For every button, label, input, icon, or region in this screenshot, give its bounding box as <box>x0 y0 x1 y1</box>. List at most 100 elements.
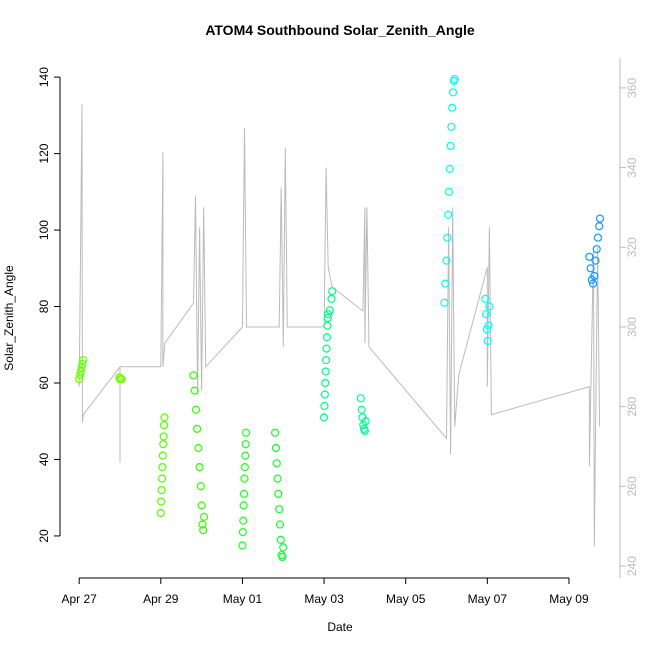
point <box>588 279 598 288</box>
y2-tick-label: 320 <box>625 237 639 257</box>
point <box>240 474 249 483</box>
line-series <box>78 103 601 547</box>
point <box>156 508 165 518</box>
point <box>443 233 452 242</box>
point <box>444 187 454 196</box>
y2-tick-label: 280 <box>625 396 639 416</box>
point <box>275 520 285 529</box>
point <box>319 413 329 422</box>
x-tick-label: May 01 <box>223 592 263 606</box>
y-tick-label: 120 <box>37 143 51 163</box>
point <box>77 363 86 372</box>
point <box>592 245 601 254</box>
point <box>241 451 250 460</box>
point <box>448 88 458 97</box>
point <box>194 443 203 453</box>
point <box>357 405 366 414</box>
point <box>239 501 248 510</box>
point <box>585 252 594 261</box>
point <box>446 141 455 151</box>
point <box>328 287 337 296</box>
point <box>484 321 493 330</box>
point <box>158 463 167 472</box>
x-tick-label: May 07 <box>468 592 508 606</box>
point <box>322 344 331 353</box>
point <box>190 386 199 395</box>
point <box>193 424 202 433</box>
point <box>323 321 332 330</box>
point <box>117 375 126 384</box>
point <box>272 459 281 468</box>
x-tick-label: May 05 <box>386 592 426 606</box>
point <box>239 516 248 525</box>
point <box>321 367 330 376</box>
chart-title: ATOM4 Southbound Solar_Zenith_Angle <box>205 22 475 38</box>
point <box>278 552 287 562</box>
point <box>191 405 201 414</box>
point <box>445 164 454 173</box>
point <box>79 355 88 365</box>
point <box>160 413 169 422</box>
point <box>482 310 491 319</box>
point <box>356 394 365 403</box>
point <box>485 302 494 311</box>
x-axis-label: Date <box>327 620 353 634</box>
point <box>441 279 450 288</box>
point <box>195 463 204 472</box>
y-tick-label: 100 <box>37 220 51 240</box>
point <box>159 432 168 441</box>
y2-tick-label: 360 <box>625 78 639 98</box>
point <box>241 440 250 449</box>
point <box>322 355 331 365</box>
x-tick-label: May 09 <box>549 592 589 606</box>
point <box>116 374 125 383</box>
point <box>590 271 599 281</box>
x-tick-label: May 03 <box>304 592 344 606</box>
y-tick-label: 40 <box>37 452 51 466</box>
y2-tick-label: 240 <box>625 556 639 576</box>
y-tick-label: 140 <box>37 67 51 87</box>
point <box>240 463 249 472</box>
point <box>157 497 166 506</box>
point <box>447 122 456 131</box>
point <box>159 420 169 430</box>
point <box>324 310 333 319</box>
point <box>276 535 285 544</box>
y-tick-label: 60 <box>37 376 51 390</box>
point <box>444 210 453 219</box>
point <box>482 325 492 334</box>
point <box>322 333 332 342</box>
x-tick-label: Apr 27 <box>62 592 98 606</box>
point <box>199 512 209 521</box>
point <box>595 214 605 223</box>
point <box>198 520 207 529</box>
point <box>75 371 85 380</box>
y-axis-label: Solar_Zenith_Angle <box>2 265 16 371</box>
point <box>197 501 206 510</box>
point <box>76 367 85 376</box>
point <box>325 306 334 315</box>
point <box>199 526 208 535</box>
point <box>75 375 84 384</box>
point <box>440 298 449 307</box>
point <box>158 451 167 460</box>
point <box>271 443 281 453</box>
point <box>321 378 330 388</box>
point <box>320 390 329 399</box>
point <box>189 371 198 380</box>
point <box>360 426 369 435</box>
point <box>157 474 167 483</box>
point <box>275 505 284 514</box>
point <box>196 482 205 491</box>
point <box>361 417 370 426</box>
y2-tick-label: 260 <box>625 476 639 496</box>
point <box>320 401 329 411</box>
point <box>323 313 332 323</box>
point <box>327 294 336 303</box>
y-tick-label: 20 <box>37 529 51 543</box>
point <box>78 359 87 368</box>
point <box>450 74 459 84</box>
point <box>483 336 492 346</box>
